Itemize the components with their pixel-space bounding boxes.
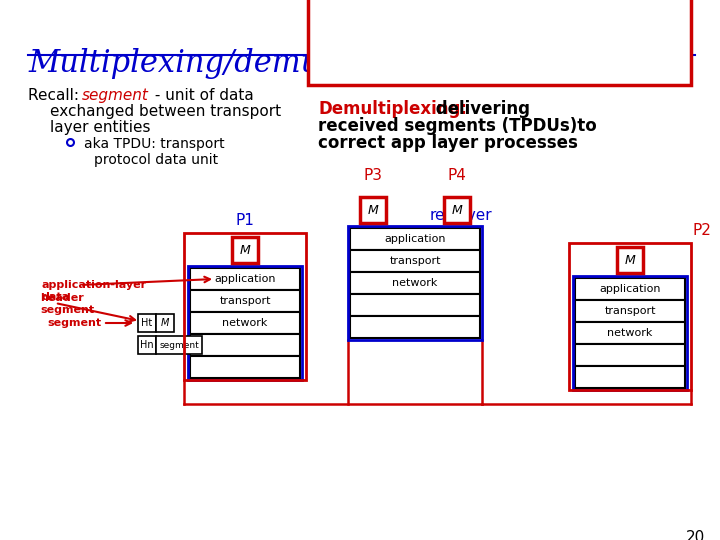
- Text: network: network: [607, 328, 653, 338]
- Text: transport: transport: [390, 256, 441, 266]
- Text: 20: 20: [685, 530, 705, 540]
- Text: application: application: [599, 284, 661, 294]
- Bar: [188, 266, 302, 380]
- Text: M: M: [368, 204, 379, 217]
- Bar: [190, 356, 300, 378]
- Text: segment: segment: [47, 318, 101, 328]
- Text: network: network: [392, 278, 438, 288]
- Text: segment: segment: [82, 88, 149, 103]
- Bar: [350, 272, 480, 294]
- Bar: [156, 336, 202, 354]
- Bar: [569, 243, 691, 390]
- Bar: [190, 290, 300, 312]
- Bar: [138, 314, 156, 332]
- Bar: [350, 228, 480, 250]
- Text: Multiplexing/demultiplexing: Multiplexing/demultiplexing: [28, 48, 465, 79]
- Bar: [575, 300, 685, 322]
- Text: P4: P4: [448, 168, 467, 183]
- Text: receiver: receiver: [430, 208, 492, 223]
- Text: segment: segment: [159, 341, 199, 349]
- Bar: [190, 312, 300, 334]
- Bar: [350, 316, 480, 338]
- Bar: [138, 336, 156, 354]
- Bar: [348, 226, 482, 340]
- Bar: [350, 250, 480, 272]
- Text: - unit of data: - unit of data: [150, 88, 253, 103]
- Text: P1: P1: [235, 213, 254, 228]
- Text: aka TPDU: transport: aka TPDU: transport: [84, 137, 225, 151]
- Text: header: header: [40, 293, 84, 303]
- Bar: [575, 366, 685, 388]
- Text: segment: segment: [40, 305, 94, 315]
- Bar: [617, 247, 643, 273]
- Bar: [232, 237, 258, 263]
- Bar: [575, 278, 685, 300]
- Bar: [444, 197, 470, 223]
- Text: Hn: Hn: [140, 340, 154, 350]
- Text: exchanged between transport: exchanged between transport: [50, 104, 281, 119]
- Bar: [184, 233, 306, 380]
- Bar: [575, 344, 685, 366]
- Text: Ht: Ht: [141, 318, 153, 328]
- Text: delivering: delivering: [430, 100, 530, 118]
- Text: M: M: [625, 253, 635, 267]
- Text: application: application: [215, 274, 276, 284]
- Bar: [350, 294, 480, 316]
- Text: Demultiplexing:: Demultiplexing:: [318, 100, 467, 118]
- Bar: [360, 197, 386, 223]
- Text: Recall:: Recall:: [28, 88, 84, 103]
- Text: M: M: [451, 204, 462, 217]
- Bar: [190, 268, 300, 290]
- Text: P3: P3: [364, 168, 382, 183]
- Text: data: data: [42, 292, 70, 302]
- Text: P2: P2: [693, 223, 712, 238]
- Text: protocol data unit: protocol data unit: [94, 153, 218, 167]
- Text: transport: transport: [220, 296, 271, 306]
- Bar: [573, 276, 687, 390]
- Text: M: M: [240, 244, 251, 256]
- Bar: [308, 0, 691, 85]
- Bar: [156, 314, 174, 332]
- Text: layer entities: layer entities: [50, 120, 150, 135]
- Text: received segments (TPDUs)to: received segments (TPDUs)to: [318, 117, 597, 135]
- Bar: [190, 334, 300, 356]
- Text: correct app layer processes: correct app layer processes: [318, 134, 578, 152]
- Text: network: network: [222, 318, 268, 328]
- Text: transport: transport: [604, 306, 656, 316]
- Bar: [575, 322, 685, 344]
- Text: application-layer: application-layer: [42, 280, 147, 290]
- Text: application: application: [384, 234, 446, 244]
- Text: M: M: [161, 318, 169, 328]
